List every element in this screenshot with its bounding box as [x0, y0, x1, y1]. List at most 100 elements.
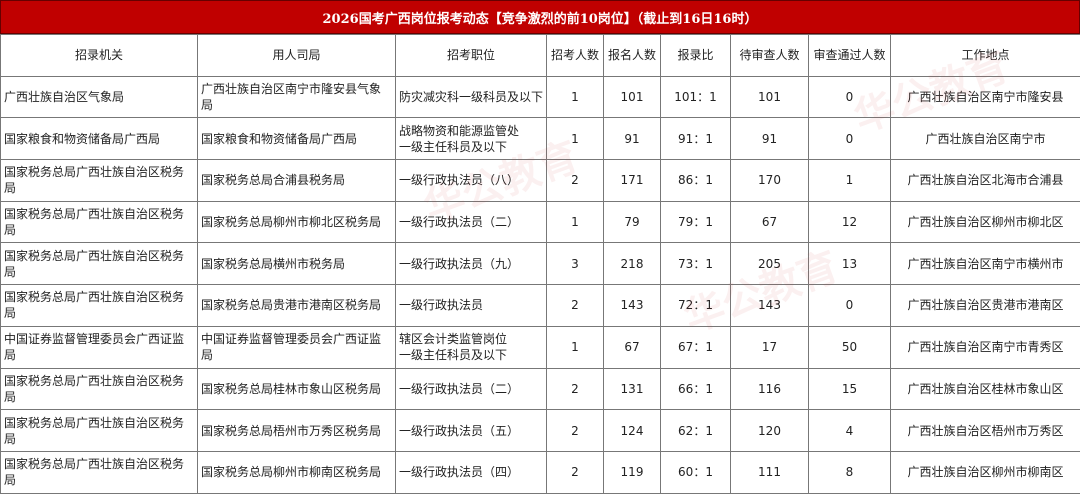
table-row: 国家税务总局广西壮族自治区税务局国家税务总局柳州市柳南区税务局一级行政执法员（四… [1, 451, 1080, 493]
table-cell: 国家税务总局广西壮族自治区税务局 [1, 368, 198, 410]
table-cell: 国家粮食和物资储备局广西局 [198, 118, 396, 160]
table-cell: 国家税务总局柳州市柳南区税务局 [198, 451, 396, 493]
column-header: 待审查人数 [731, 35, 809, 77]
table-cell: 国家税务总局合浦县税务局 [198, 160, 396, 202]
positions-table: 招录机关用人司局招考职位招考人数报名人数报录比待审查人数审查通过人数工作地点 广… [0, 34, 1080, 494]
table-cell: 1 [547, 76, 604, 118]
table-cell: 143 [604, 285, 661, 327]
table-cell: 2 [547, 368, 604, 410]
table-title: 2026国考广西岗位报考动态【竞争激烈的前10岗位】（截止到16日16时） [0, 0, 1080, 34]
table-cell: 62：1 [661, 410, 731, 452]
table-cell: 0 [809, 285, 891, 327]
table-cell: 0 [809, 76, 891, 118]
table-cell: 广西壮族自治区南宁市隆安县 [891, 76, 1080, 118]
table-cell: 131 [604, 368, 661, 410]
table-cell: 111 [731, 451, 809, 493]
table-cell: 73：1 [661, 243, 731, 285]
column-header: 招录机关 [1, 35, 198, 77]
table-cell: 一级行政执法员（二） [396, 201, 547, 243]
table-cell: 79：1 [661, 201, 731, 243]
table-cell: 67 [731, 201, 809, 243]
table-cell: 中国证券监督管理委员会广西证监局 [1, 326, 198, 368]
table-cell: 86：1 [661, 160, 731, 202]
table-cell: 防灾减灾科一级科员及以下 [396, 76, 547, 118]
table-cell: 3 [547, 243, 604, 285]
table-cell: 一级行政执法员（四） [396, 451, 547, 493]
table-cell: 广西壮族自治区南宁市青秀区 [891, 326, 1080, 368]
table-cell: 战略物资和能源监管处 一级主任科员及以下 [396, 118, 547, 160]
table-cell: 79 [604, 201, 661, 243]
table-cell: 91：1 [661, 118, 731, 160]
table-cell: 1 [547, 201, 604, 243]
table-cell: 67：1 [661, 326, 731, 368]
table-row: 国家税务总局广西壮族自治区税务局国家税务总局梧州市万秀区税务局一级行政执法员（五… [1, 410, 1080, 452]
table-cell: 2 [547, 160, 604, 202]
table-cell: 国家税务总局广西壮族自治区税务局 [1, 243, 198, 285]
table-cell: 一级行政执法员（二） [396, 368, 547, 410]
table-cell: 66：1 [661, 368, 731, 410]
column-header: 工作地点 [891, 35, 1080, 77]
table-cell: 124 [604, 410, 661, 452]
table-cell: 91 [604, 118, 661, 160]
table-cell: 国家税务总局广西壮族自治区税务局 [1, 201, 198, 243]
table-cell: 广西壮族自治区北海市合浦县 [891, 160, 1080, 202]
table-cell: 广西壮族自治区梧州市万秀区 [891, 410, 1080, 452]
table-cell: 4 [809, 410, 891, 452]
table-cell: 广西壮族自治区柳州市柳南区 [891, 451, 1080, 493]
column-header: 招考人数 [547, 35, 604, 77]
table-cell: 国家税务总局贵港市港南区税务局 [198, 285, 396, 327]
table-cell: 17 [731, 326, 809, 368]
table-cell: 171 [604, 160, 661, 202]
table-row: 国家税务总局广西壮族自治区税务局国家税务总局桂林市象山区税务局一级行政执法员（二… [1, 368, 1080, 410]
table-cell: 116 [731, 368, 809, 410]
table-cell: 国家粮食和物资储备局广西局 [1, 118, 198, 160]
table-cell: 一级行政执法员（九） [396, 243, 547, 285]
table-cell: 一级行政执法员 [396, 285, 547, 327]
table-cell: 13 [809, 243, 891, 285]
table-cell: 205 [731, 243, 809, 285]
table-cell: 143 [731, 285, 809, 327]
table-row: 国家粮食和物资储备局广西局国家粮食和物资储备局广西局战略物资和能源监管处 一级主… [1, 118, 1080, 160]
table-cell: 119 [604, 451, 661, 493]
table-cell: 8 [809, 451, 891, 493]
table-cell: 91 [731, 118, 809, 160]
table-cell: 101 [604, 76, 661, 118]
table-cell: 广西壮族自治区南宁市横州市 [891, 243, 1080, 285]
table-cell: 1 [809, 160, 891, 202]
table-cell: 广西壮族自治区柳州市柳北区 [891, 201, 1080, 243]
table-cell: 广西壮族自治区南宁市隆安县气象局 [198, 76, 396, 118]
table-cell: 一级行政执法员（八） [396, 160, 547, 202]
table-cell: 50 [809, 326, 891, 368]
column-header: 用人司局 [198, 35, 396, 77]
table-cell: 中国证券监督管理委员会广西证监局 [198, 326, 396, 368]
table-cell: 国家税务总局广西壮族自治区税务局 [1, 410, 198, 452]
table-cell: 国家税务总局桂林市象山区税务局 [198, 368, 396, 410]
table-cell: 120 [731, 410, 809, 452]
table-cell: 218 [604, 243, 661, 285]
table-cell: 国家税务总局梧州市万秀区税务局 [198, 410, 396, 452]
table-cell: 国家税务总局广西壮族自治区税务局 [1, 285, 198, 327]
column-header: 报录比 [661, 35, 731, 77]
table-cell: 2 [547, 451, 604, 493]
table-cell: 广西壮族自治区南宁市 [891, 118, 1080, 160]
header-row: 招录机关用人司局招考职位招考人数报名人数报录比待审查人数审查通过人数工作地点 [1, 35, 1080, 77]
table-cell: 1 [547, 326, 604, 368]
table-cell: 广西壮族自治区气象局 [1, 76, 198, 118]
table-cell: 广西壮族自治区桂林市象山区 [891, 368, 1080, 410]
table-cell: 国家税务总局柳州市柳北区税务局 [198, 201, 396, 243]
table-cell: 国家税务总局广西壮族自治区税务局 [1, 451, 198, 493]
column-header: 招考职位 [396, 35, 547, 77]
table-cell: 67 [604, 326, 661, 368]
table-cell: 101：1 [661, 76, 731, 118]
table-cell: 国家税务总局广西壮族自治区税务局 [1, 160, 198, 202]
table-cell: 国家税务总局横州市税务局 [198, 243, 396, 285]
table-cell: 15 [809, 368, 891, 410]
table-cell: 170 [731, 160, 809, 202]
table-cell: 2 [547, 285, 604, 327]
table-cell: 1 [547, 118, 604, 160]
table-cell: 101 [731, 76, 809, 118]
table-cell: 一级行政执法员（五） [396, 410, 547, 452]
